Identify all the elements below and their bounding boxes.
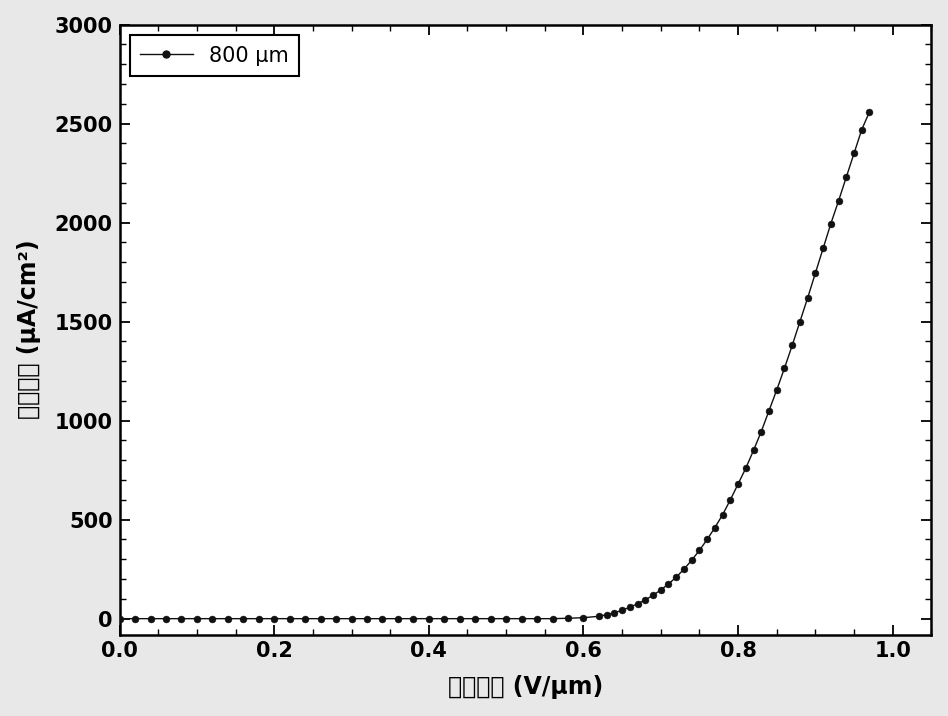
Legend: 800 μm: 800 μm bbox=[130, 35, 300, 76]
Y-axis label: 电流密度 (μA/cm²): 电流密度 (μA/cm²) bbox=[17, 240, 41, 420]
X-axis label: 电场强度 (V/μm): 电场强度 (V/μm) bbox=[447, 675, 603, 700]
